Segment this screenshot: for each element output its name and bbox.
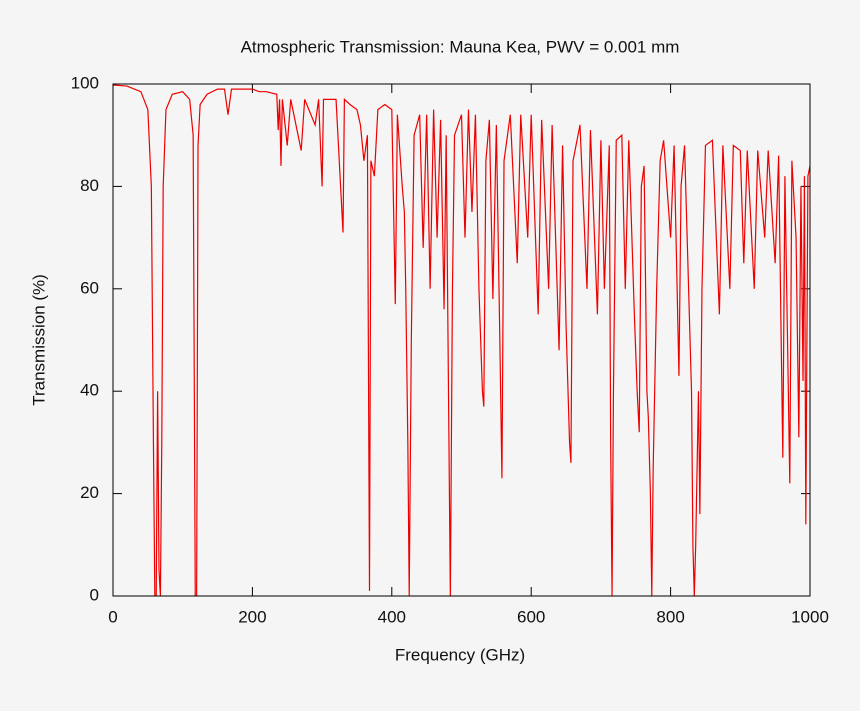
y-tick-label: 20 [80,483,99,502]
y-tick-label: 100 [71,73,99,92]
data-line [113,84,810,596]
chart-title: Atmospheric Transmission: Mauna Kea, PWV… [241,37,680,56]
x-tick-label: 800 [656,607,684,626]
x-axis-label: Frequency (GHz) [395,645,525,664]
plot-frame [112,83,811,597]
x-tick-label: 600 [517,607,545,626]
x-tick-label: 400 [378,607,406,626]
y-tick-label: 80 [80,176,99,195]
y-tick-label: 60 [80,278,99,297]
x-tick-label: 200 [238,607,266,626]
x-tick-label: 0 [108,607,117,626]
y-axis-label: Transmission (%) [29,274,48,406]
x-tick-label: 1000 [791,607,829,626]
y-tick-label: 40 [80,381,99,400]
y-tick-label: 0 [90,585,99,604]
